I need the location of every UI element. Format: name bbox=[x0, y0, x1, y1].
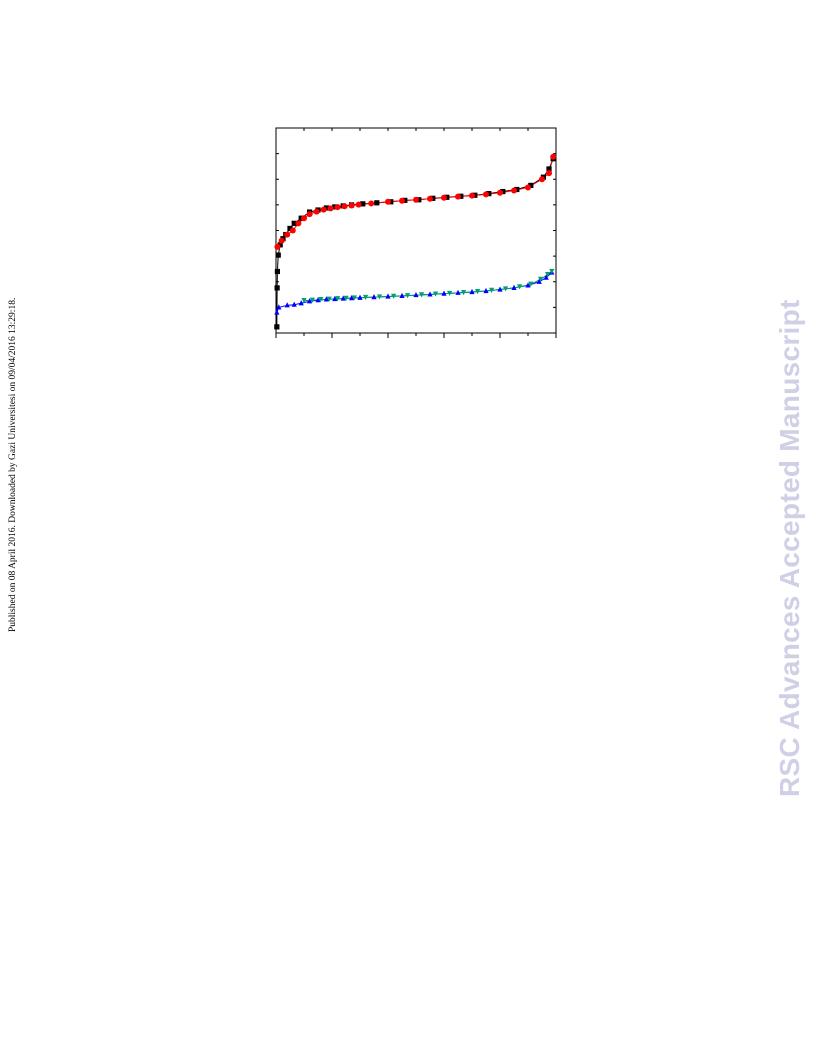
data-point-triangle bbox=[525, 282, 531, 288]
data-point-triangle-down bbox=[475, 288, 481, 295]
data-point-circle bbox=[313, 208, 320, 215]
data-point-triangle bbox=[427, 291, 433, 297]
data-point-triangle bbox=[483, 287, 489, 294]
data-point-triangle-down bbox=[351, 295, 357, 301]
data-point-circle bbox=[413, 196, 419, 203]
data-point-circle bbox=[320, 206, 327, 213]
data-point-circle bbox=[341, 203, 348, 210]
data-point-triangle bbox=[469, 288, 475, 295]
data-point-triangle-down bbox=[309, 297, 315, 303]
axis-ticks bbox=[275, 127, 557, 338]
data-point-triangle-down bbox=[343, 295, 349, 301]
data-point-square bbox=[528, 182, 534, 188]
data-point-triangle-down bbox=[461, 290, 467, 296]
data-point-circle bbox=[441, 194, 447, 201]
data-point-square bbox=[500, 188, 506, 195]
data-point-triangle bbox=[349, 295, 355, 301]
data-point-circle bbox=[483, 191, 489, 198]
data-point-circle bbox=[284, 231, 291, 238]
data-point-circle bbox=[399, 197, 405, 204]
data-point-triangle bbox=[298, 300, 304, 306]
data-point-square bbox=[287, 225, 293, 232]
data-point-triangle bbox=[291, 301, 297, 307]
data-point-circle bbox=[427, 195, 433, 202]
data-point-triangle-down bbox=[538, 276, 544, 282]
data-point-triangle-down bbox=[545, 271, 551, 278]
data-point-circle bbox=[278, 237, 285, 244]
data-point-triangle-down bbox=[447, 290, 453, 297]
data-point-triangle bbox=[511, 284, 517, 290]
data-point-triangle-down bbox=[377, 294, 383, 300]
data-point-triangle-down bbox=[528, 281, 534, 287]
data-point-triangle-down bbox=[419, 292, 425, 298]
data-point-triangle bbox=[536, 278, 542, 284]
data-point-triangle bbox=[455, 289, 461, 295]
data-point-circle bbox=[539, 176, 545, 183]
data-point-triangle bbox=[276, 304, 282, 310]
data-point-circle bbox=[511, 187, 517, 194]
data-point-circle bbox=[289, 227, 296, 234]
data-point-square bbox=[323, 205, 329, 211]
data-point-circle bbox=[368, 200, 375, 207]
data-point-circle bbox=[525, 184, 531, 191]
data-point-triangle bbox=[543, 274, 549, 280]
data-point-triangle bbox=[385, 293, 391, 299]
data-point-triangle bbox=[441, 290, 447, 296]
data-point-circle bbox=[295, 220, 302, 227]
data-point-triangle bbox=[371, 294, 377, 300]
data-point-triangle-down bbox=[318, 296, 324, 303]
data-point-triangle bbox=[497, 286, 503, 292]
data-point-triangle bbox=[332, 295, 338, 302]
data-point-square bbox=[374, 200, 380, 206]
data-point-circle bbox=[306, 211, 313, 218]
data-point-circle bbox=[546, 170, 552, 177]
data-point-circle bbox=[301, 215, 307, 222]
data-point-triangle bbox=[274, 309, 280, 315]
data-point-triangle-down bbox=[405, 293, 411, 299]
data-point-triangle-down bbox=[489, 287, 495, 293]
data-point-circle bbox=[355, 201, 362, 208]
data-point-circle bbox=[385, 198, 391, 205]
data-point-circle bbox=[327, 205, 334, 212]
data-point-triangle bbox=[399, 292, 405, 298]
data-point-square bbox=[277, 242, 283, 248]
data-point-square bbox=[275, 252, 281, 258]
data-point-triangle bbox=[315, 297, 321, 303]
data-point-circle bbox=[334, 204, 341, 211]
data-point-circle bbox=[455, 193, 461, 200]
data-point-triangle bbox=[357, 294, 363, 300]
data-point-triangle-down bbox=[363, 294, 369, 301]
data-point-triangle bbox=[284, 302, 290, 308]
data-point-square bbox=[291, 220, 297, 226]
data-point-triangle-down bbox=[503, 286, 509, 292]
data-point-triangle bbox=[340, 295, 346, 301]
data-point-triangle-down bbox=[549, 268, 555, 275]
series-markers bbox=[274, 153, 557, 330]
data-point-circle bbox=[469, 192, 475, 199]
data-point-triangle bbox=[413, 291, 419, 298]
data-point-circle bbox=[274, 243, 281, 250]
data-point-triangle bbox=[307, 298, 313, 304]
data-point-square bbox=[360, 201, 366, 207]
data-point-square bbox=[274, 268, 280, 275]
data-point-square bbox=[274, 324, 280, 330]
data-point-square bbox=[546, 166, 552, 172]
data-point-triangle-down bbox=[391, 293, 397, 299]
data-point-triangle-down bbox=[517, 284, 523, 290]
data-point-circle bbox=[348, 202, 355, 209]
data-point-square bbox=[274, 285, 280, 291]
series-line bbox=[276, 272, 553, 313]
data-point-circle bbox=[550, 153, 557, 160]
data-point-triangle-down bbox=[433, 291, 439, 297]
data-point-triangle bbox=[323, 296, 329, 302]
data-point-triangle-down bbox=[301, 298, 307, 304]
data-point-circle bbox=[497, 189, 503, 196]
data-point-triangle-down bbox=[326, 296, 332, 302]
data-point-triangle-down bbox=[335, 296, 341, 302]
